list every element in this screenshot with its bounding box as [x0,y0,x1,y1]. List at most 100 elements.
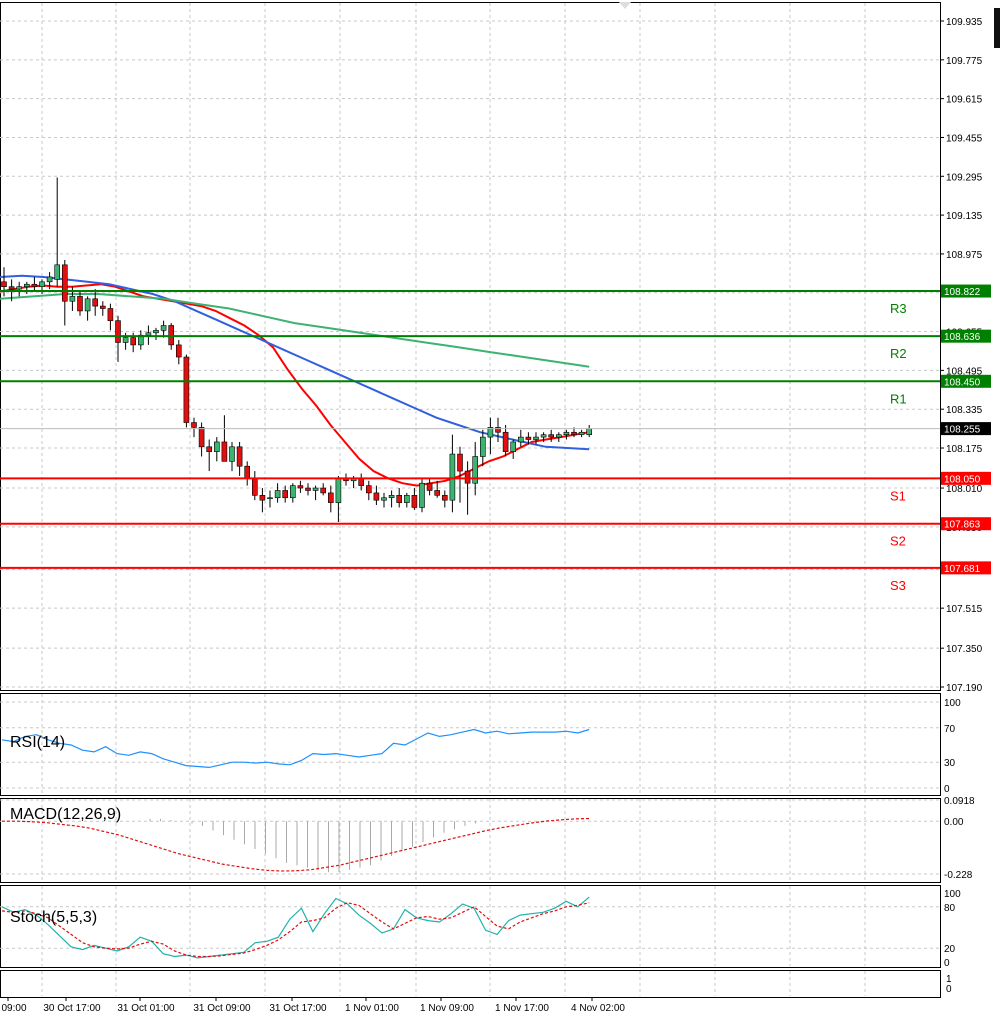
candle [381,492,387,508]
candle [586,424,593,438]
candle-body [1,281,7,287]
candle [563,429,570,440]
moving-average-line [0,293,590,368]
candle-body [122,337,129,343]
stoch-label: Stoch(5,5,3) [10,909,97,926]
candle [457,446,463,503]
candle [411,488,418,510]
candle [236,441,243,476]
candle-body [176,344,182,358]
level-price-label: 107.863 [944,520,981,531]
candle-body [84,298,91,312]
y-tick-label: 107.350 [946,644,983,655]
candle-body [434,490,441,496]
pivot-levels: R3 108.822 R2 108.636 R1 108.450 S1 108.050 S2 10… [0,284,991,593]
panel-frame-1 [0,693,941,796]
candle-body [396,495,403,503]
candle-body [335,478,342,503]
candles [1,177,593,523]
scroll-marker-icon [994,8,1000,48]
price-y-axis: 109.935 109.775 109.615 109.455 109.295 109.1… [940,17,983,694]
candle [46,272,53,290]
x-tick-label: 1 Nov 09:00 [420,1003,474,1014]
level-price-tag [941,329,991,343]
candle-body [381,497,387,501]
candle-body [16,286,23,290]
candle-body [525,436,532,440]
candle-body [540,434,547,438]
candle [289,483,296,503]
candle [373,485,380,506]
candle-body [510,441,517,452]
level-price-tag [941,374,991,388]
candle-body [297,485,304,489]
candle [312,485,319,501]
candle [31,276,38,292]
candle-body [206,446,212,452]
level-name-s3: S3 [890,578,906,593]
current-price-label: 108.255 [944,425,981,436]
macd-signal-line [2,817,590,872]
candle-body [502,431,509,452]
candle [548,429,555,442]
level-price-tag [941,517,991,531]
level-price-tag [941,561,991,575]
candle [578,429,585,438]
candle-body [555,434,562,438]
candle-body [115,320,121,343]
candle-body [31,283,38,287]
candle-body [39,281,45,287]
candle [472,441,479,496]
bottom-axis-label: 0 [946,984,952,995]
rsi-y-tick-label: 30 [944,758,956,769]
candle-body [487,427,494,438]
panel-frame-2 [0,798,941,883]
candle-body [571,431,577,435]
x-tick-label: 31 Oct 09:00 [193,1003,251,1014]
rsi-y-tick-label: 0 [944,784,950,795]
candle [282,485,289,503]
candle-body [274,490,281,499]
candle [479,429,486,467]
bottom-axis-label: 1 [946,974,952,985]
x-tick-label: 4 Nov 02:00 [571,1003,625,1014]
candle-body [214,441,220,452]
candle [388,490,395,508]
candle-body [191,422,197,428]
candle-body [312,487,319,491]
candle [525,432,532,445]
macd-grid [0,799,940,881]
candle-body [464,470,471,484]
y-tick-label: 109.775 [946,56,983,67]
candle [153,327,159,341]
stoch-main-line [1,896,590,959]
stoch-grid [0,886,940,966]
candle-body [282,490,289,499]
candle-body [289,485,296,499]
candle [84,296,91,321]
candle-body [153,330,159,334]
candle-body [46,276,53,283]
level-price-tag [941,284,991,298]
candle-body [244,465,250,479]
candle-body [69,296,76,302]
y-tick-label: 108.175 [946,444,983,455]
candle-body [160,325,167,331]
candle [206,439,212,472]
moving-average-line [0,283,590,487]
candle-body [365,485,372,494]
candle [441,490,448,508]
candle-body [23,283,30,287]
candle-body [259,495,266,501]
rsi-grid [0,694,940,794]
candle [495,417,501,442]
candle [252,471,258,501]
level-price-label: 107.681 [944,564,981,575]
candle-body [100,305,106,309]
y-tick-label: 109.135 [946,211,983,222]
candle-body [77,296,83,312]
candle-body [236,446,243,467]
panel-frame-4 [0,970,941,998]
macd-y-tick-label: -0.228 [944,870,973,881]
candle-body [358,478,365,486]
